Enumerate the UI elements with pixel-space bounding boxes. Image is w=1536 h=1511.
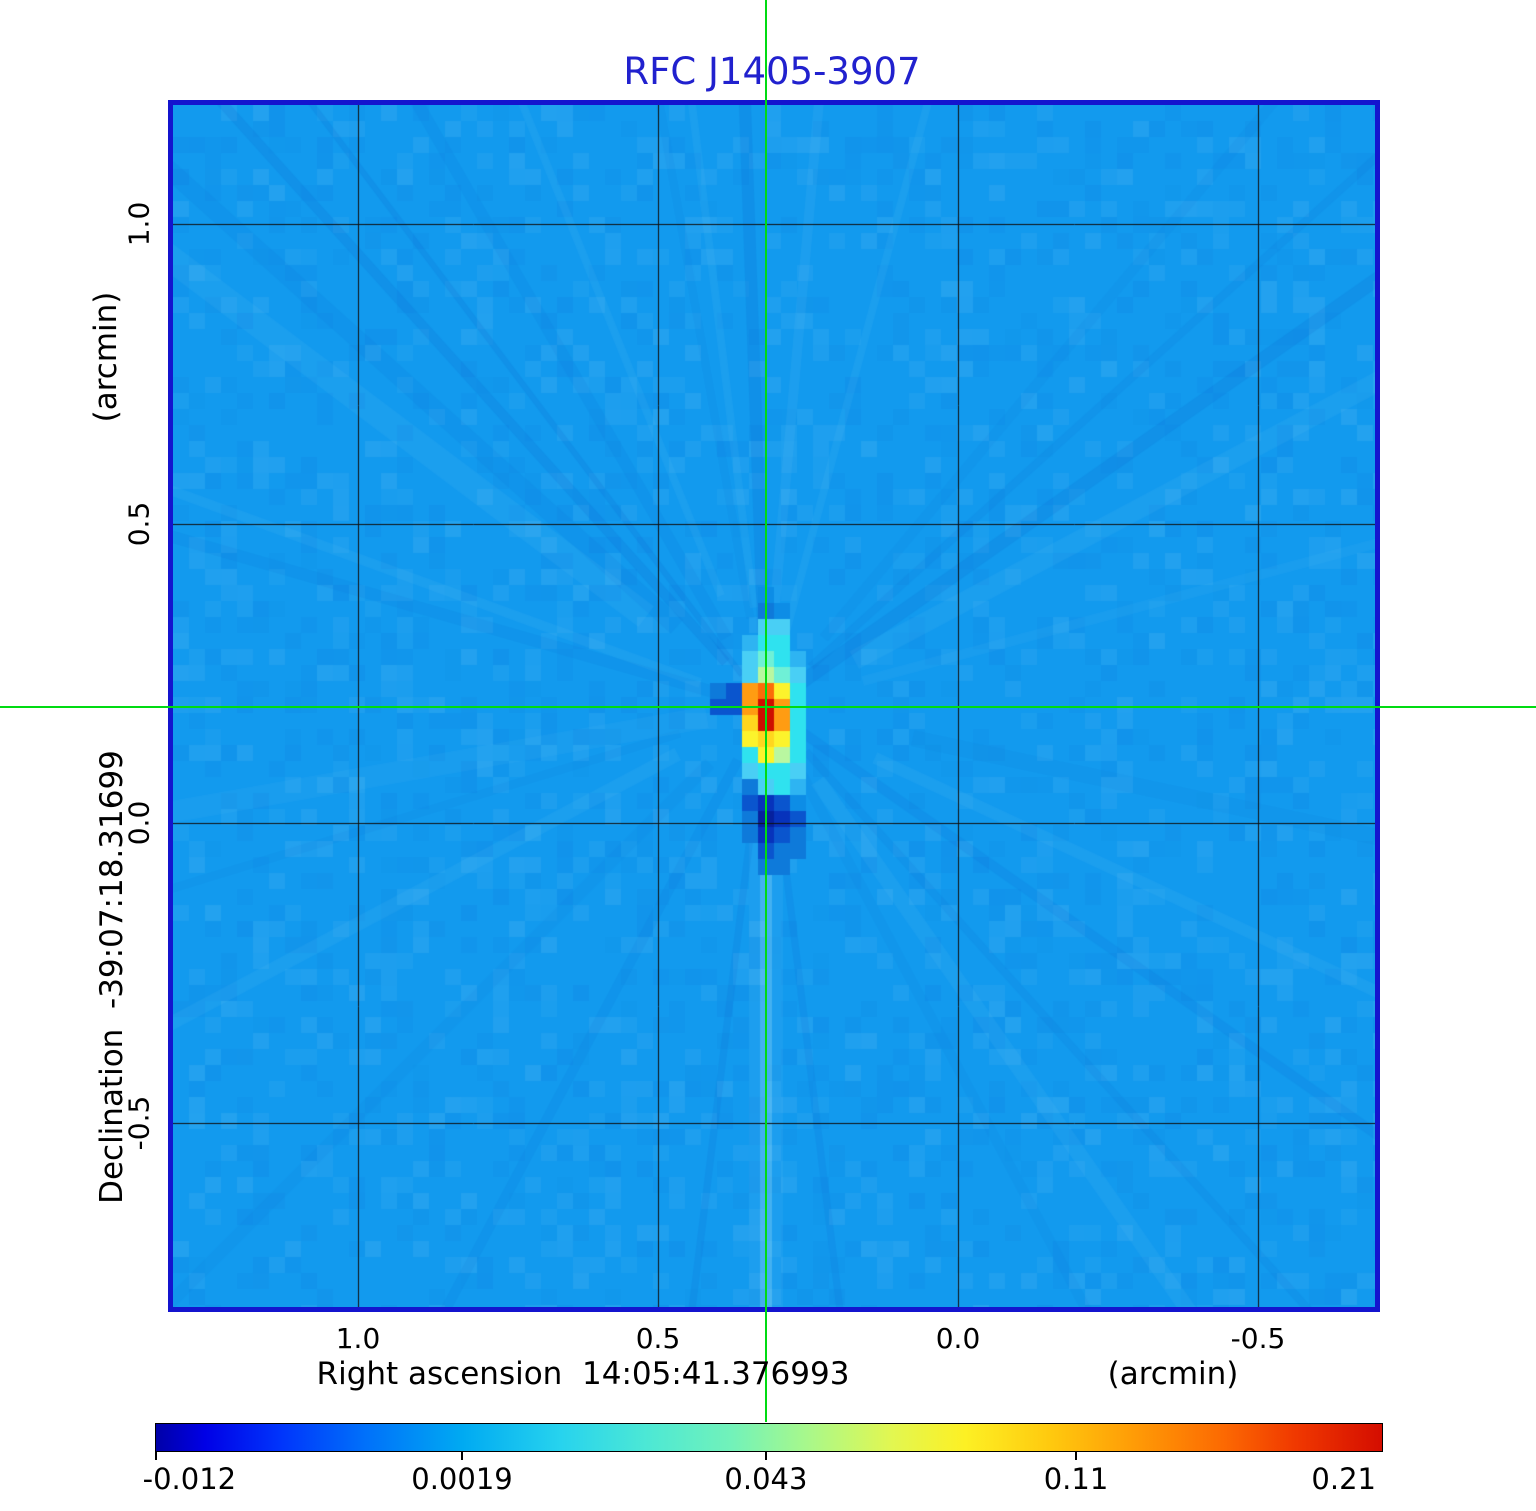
y-tick-label: -0.5 xyxy=(122,1095,156,1151)
y-tick-label: 0.5 xyxy=(122,501,156,547)
colorbar-tick xyxy=(461,1452,463,1460)
colorbar-tick-label: -0.012 xyxy=(142,1462,237,1496)
x-axis-label: Right ascension 14:05:41.376993 xyxy=(316,1356,850,1392)
colorbar-gradient xyxy=(156,1424,1382,1451)
crosshair-horizontal-line xyxy=(0,706,1536,708)
colorbar-tick-label: 0.11 xyxy=(1043,1462,1109,1496)
colorbar-tick-label: 0.0019 xyxy=(411,1462,513,1496)
colorbar-tick-label: 0.21 xyxy=(1311,1462,1376,1496)
colorbar-tick xyxy=(764,1452,767,1460)
x-tick-label: 0.5 xyxy=(635,1322,681,1355)
x-tick-label: -0.5 xyxy=(1230,1322,1286,1355)
x-axis-unit-label: (arcmin) xyxy=(1107,1356,1239,1392)
crosshair-vertical-line xyxy=(765,0,767,1422)
colorbar-tick-label: 0.043 xyxy=(724,1462,808,1496)
plot-title: RFC J1405-3907 xyxy=(623,50,921,93)
y-tick-label: 0.0 xyxy=(122,800,156,846)
colorbar xyxy=(155,1423,1383,1452)
colorbar-tick xyxy=(155,1452,158,1460)
y-axis-unit-label: (arcmin) xyxy=(88,291,124,423)
y-tick-label: 1.0 xyxy=(122,201,156,247)
x-tick-label: 1.0 xyxy=(335,1322,381,1355)
colorbar-tick xyxy=(1075,1452,1077,1460)
x-tick-label: 0.0 xyxy=(935,1322,981,1355)
